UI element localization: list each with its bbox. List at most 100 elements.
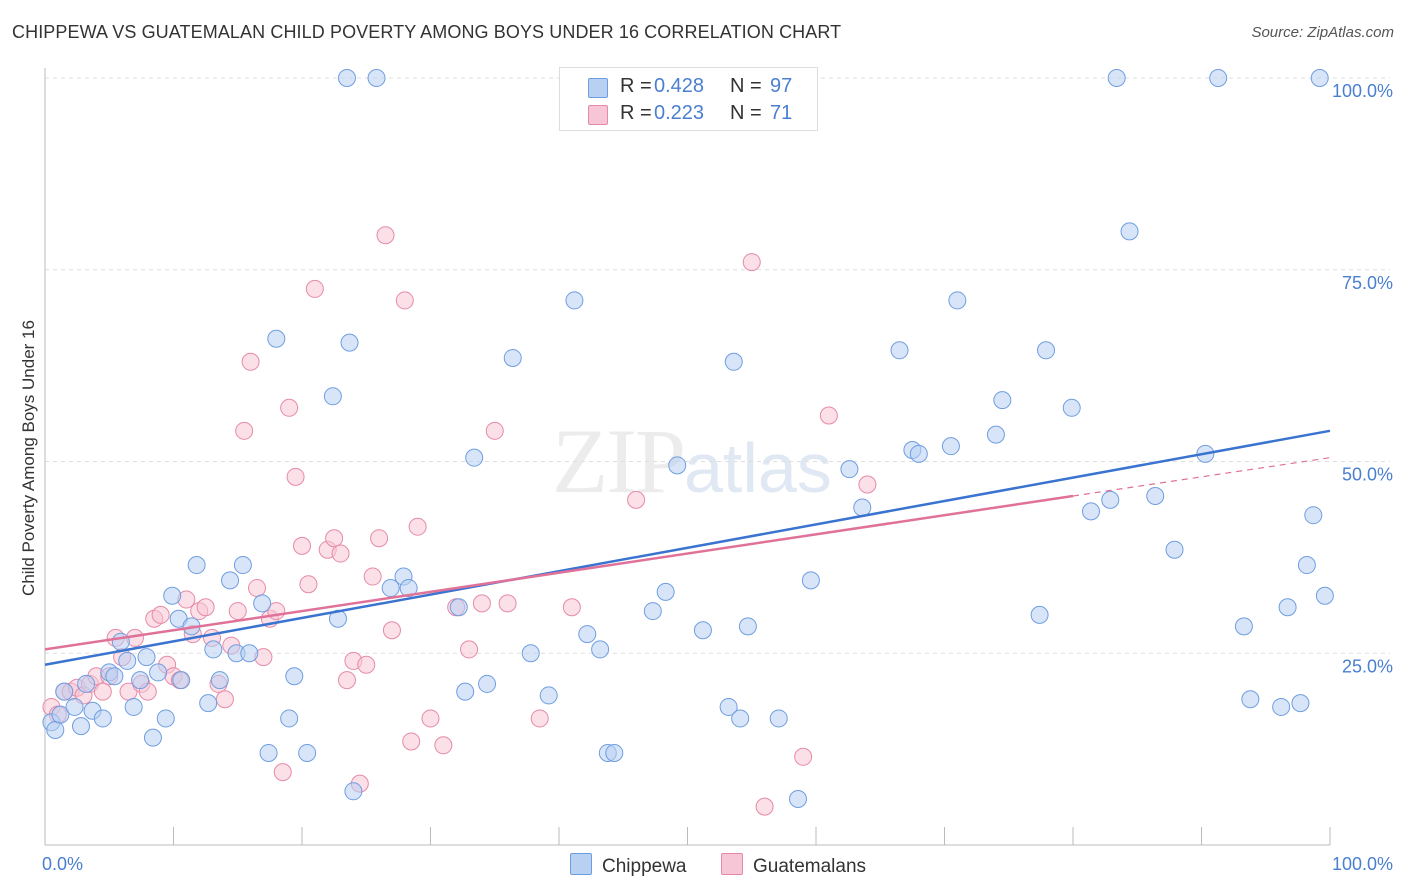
chippewa-point [1037,341,1056,360]
chippewa-point [105,667,124,686]
guatemalan-point [286,467,305,486]
chippewa-point [578,625,597,644]
chippewa-point [143,728,162,747]
chippewa-point [65,697,84,716]
chippewa-point [539,686,558,705]
chippewa-point [840,460,859,479]
chippewa-point [285,667,304,686]
legend-r-value: 0.428 [654,75,705,97]
chippewa-point [789,789,808,808]
chippewa-point [1241,690,1260,709]
chippewa-point [1101,490,1120,509]
chippewa-point [187,556,206,575]
legend-r-value: 0.223 [654,102,705,124]
legend-n-label: N = [730,75,762,97]
guatemalan-point [273,763,292,782]
chippewa-point [853,498,872,517]
chippewa-point [1030,605,1049,624]
guatemalan-point [562,598,581,617]
chippewa-point [46,720,65,739]
chippewa-point [340,333,359,352]
guatemalan-point [742,253,761,272]
chippewa-point [344,782,363,801]
guatemalan-trend-line [44,494,1074,651]
guatemalan-point [794,747,813,766]
chippewa-point [1165,540,1184,559]
guatemalan-point [293,536,311,555]
chart-title: CHIPPEWA VS GUATEMALAN CHILD POVERTY AMO… [12,22,842,42]
guatemalan-point [357,655,376,674]
chippewa-point [149,663,168,682]
chippewa-point [643,602,662,621]
guatemalan-point [434,736,453,755]
chippewa-point [199,694,218,713]
guatemalan-point [408,517,427,536]
guatemalan-point [337,671,356,690]
chippewa-point [1146,487,1165,506]
y-tick-label: 100.0% [1332,81,1393,101]
chippewa-point [1062,398,1081,417]
y-tick-label: 75.0% [1342,273,1393,293]
chart-source: Source: ZipAtlas.com [1251,24,1394,41]
chippewa-point [221,571,240,590]
chippewa-point [656,582,675,601]
legend-row-guatemalans: R = 0.223 N = 71 [560,101,817,127]
chippewa-point [111,632,130,651]
guatemalan-point [363,567,382,586]
guatemalan-point [370,529,389,548]
chippewa-point [1120,222,1139,241]
chippewa-point [801,571,820,590]
chippewa-point [124,697,143,716]
chippewa-point [55,682,74,701]
y-axis-label: Child Poverty Among Boys Under 16 [19,320,38,596]
guatemalan-point [421,709,440,728]
legend-n-value: 97 [770,75,793,97]
legend-r-label: R = [620,75,652,97]
guatemalan-point [280,398,299,417]
legend-row-chippewa: R = 0.428 N = 97 [560,74,817,100]
chippewa-point [456,682,475,701]
guatemalan-point [215,690,234,709]
chippewa-point [172,671,191,690]
chippewa-point [367,69,386,87]
chippewa-point [1297,556,1316,575]
chippewa-point [993,391,1012,410]
chippewa-point [233,556,252,575]
bottom-legend-guatemalans: Guatemalans [721,853,866,878]
chippewa-point [253,594,272,613]
guatemalan-trend-extension [1072,457,1331,497]
chippewa-point [399,579,418,598]
guatemalan-point [858,475,877,494]
chippewa-point [1209,69,1228,87]
guatemalan-point [395,291,414,310]
legend-swatch-chippewa [588,78,608,98]
bottom-legend-label-guatemalans: Guatemalans [753,856,867,877]
chippewa-point [71,717,90,736]
chippewa-point [137,648,156,667]
chippewa-point [731,709,750,728]
chippewa-point [259,743,278,762]
bottom-legend-label-chippewa: Chippewa [602,856,687,877]
chippewa-point [1304,506,1323,525]
guatemalan-point [235,421,254,440]
chippewa-point [51,705,70,724]
chippewa-point [1291,694,1310,713]
guatemalan-point [472,594,491,613]
guatemalan-point [755,797,774,816]
chippewa-point [565,291,584,310]
x-tick-label: 0.0% [42,854,83,874]
guatemalan-point [299,575,318,594]
guatemalan-point [460,640,479,659]
chippewa-point [465,448,484,467]
chippewa-point [131,671,150,690]
guatemalan-point [627,490,646,509]
guatemalan-point [228,602,247,621]
chippewa-point [503,348,522,367]
chippewa-point [381,579,400,598]
chippewa-point [298,743,317,762]
chippewa-point [1315,586,1334,605]
chippewa-point [267,329,286,348]
guatemalan-point [331,544,350,563]
chippewa-point [1278,598,1297,617]
